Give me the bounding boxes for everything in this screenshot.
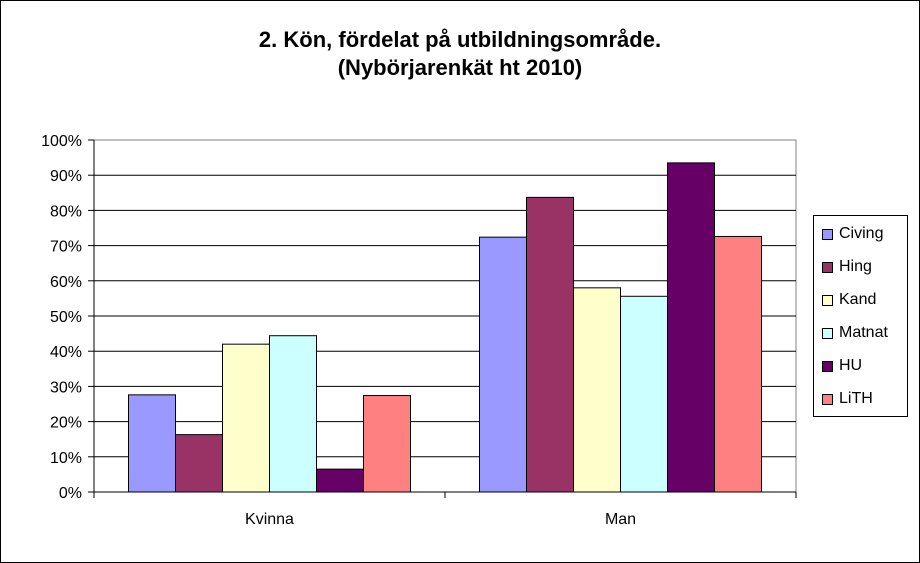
chart-title-line2: (Nybörjarenkät ht 2010) [337,55,583,80]
bar [316,468,364,493]
bar [714,235,762,493]
chart-title: 2. Kön, fördelat på utbildningsområde. (… [0,26,920,82]
chart-title-line1: 2. Kön, fördelat på utbildningsområde. [258,27,662,52]
y-tick-label: 10% [50,450,82,467]
legend-label: LiTH [839,390,873,407]
y-tick-label: 0% [59,485,82,502]
y-tick-label: 40% [50,344,82,361]
legend-item: Hing [822,257,872,277]
bar [667,162,715,493]
bar [620,295,668,493]
y-tick-label: 80% [50,203,82,220]
legend-label: Kand [839,291,877,308]
y-tick-label: 70% [50,239,82,256]
legend-label: Civing [839,225,884,242]
y-tick-label: 100% [41,133,82,150]
legend-label: Hing [839,258,872,275]
legend-item: Kand [822,290,876,310]
legend-swatch [822,360,833,372]
y-tick-label: 30% [50,379,82,396]
legend-item: HU [822,356,862,376]
legend-swatch [822,327,833,339]
legend-swatch [822,393,833,405]
y-tick-label: 60% [50,274,82,291]
legend-item: LiTH [822,389,873,409]
bar [479,236,527,493]
bar [175,434,223,493]
y-tick-label: 20% [50,415,82,432]
legend-swatch [822,294,833,306]
y-tick-label: 90% [50,168,82,185]
legend-item: Matnat [822,323,888,343]
legend-label: Matnat [839,324,888,341]
x-tick-label: Kvinna [245,511,294,528]
x-tick-label: Man [605,511,636,528]
bar [363,395,411,493]
legend-swatch [822,228,833,240]
bar [573,287,621,493]
legend-label: HU [839,357,863,374]
legend: Civing Hing Kand Matnat HU LiTH [813,215,908,417]
bar [269,335,317,493]
bar [128,394,176,493]
legend-item: Civing [822,224,883,244]
bar [222,343,270,493]
legend-swatch [822,261,833,273]
y-tick-label: 50% [50,309,82,326]
bar [526,196,574,493]
